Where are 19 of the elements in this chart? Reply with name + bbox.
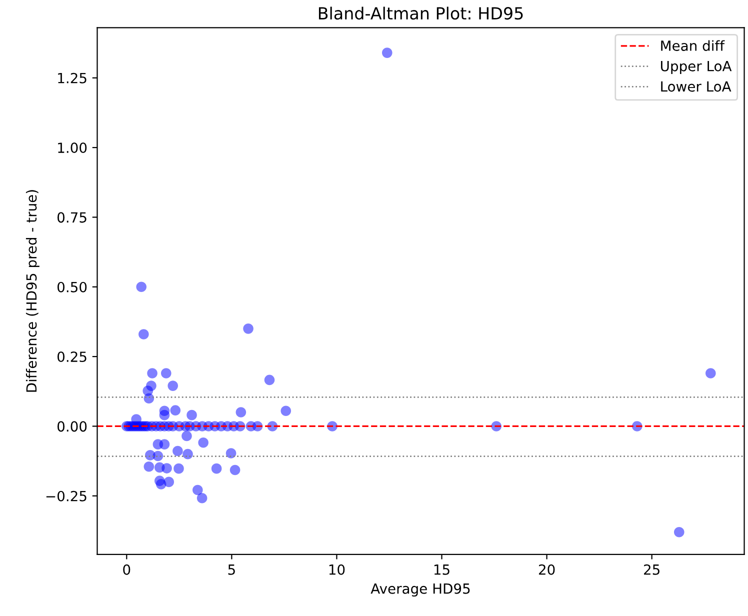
x-tick-label: 5 [228,564,235,575]
x-tick-label: 20 [538,564,555,575]
x-tick-label: 15 [434,564,450,575]
y-tick-label: 0.25 [58,352,86,362]
text: 0.50 [58,282,87,292]
y-tick-label: 1.25 [58,72,86,84]
text: 1.00 [58,142,87,154]
legend-label: Upper LoA [661,61,732,74]
text: 0.00 [58,421,87,432]
x-tick-label: 10 [329,564,345,575]
x-axis-title: Average HD95 [370,583,470,597]
legend-label: Lower LoA [661,81,732,92]
y-tick-label: 0.75 [58,212,86,223]
x-tick-label: 25 [644,564,660,575]
chart-title: Bland-Altman Plot: HD95 [318,6,523,20]
x-tick-label: 0 [123,564,130,575]
legend-label: Mean diff [661,40,725,51]
y-axis-title: Difference (HD95 pred - true) [26,190,40,392]
y-tick-label: −0.25 [46,490,86,502]
